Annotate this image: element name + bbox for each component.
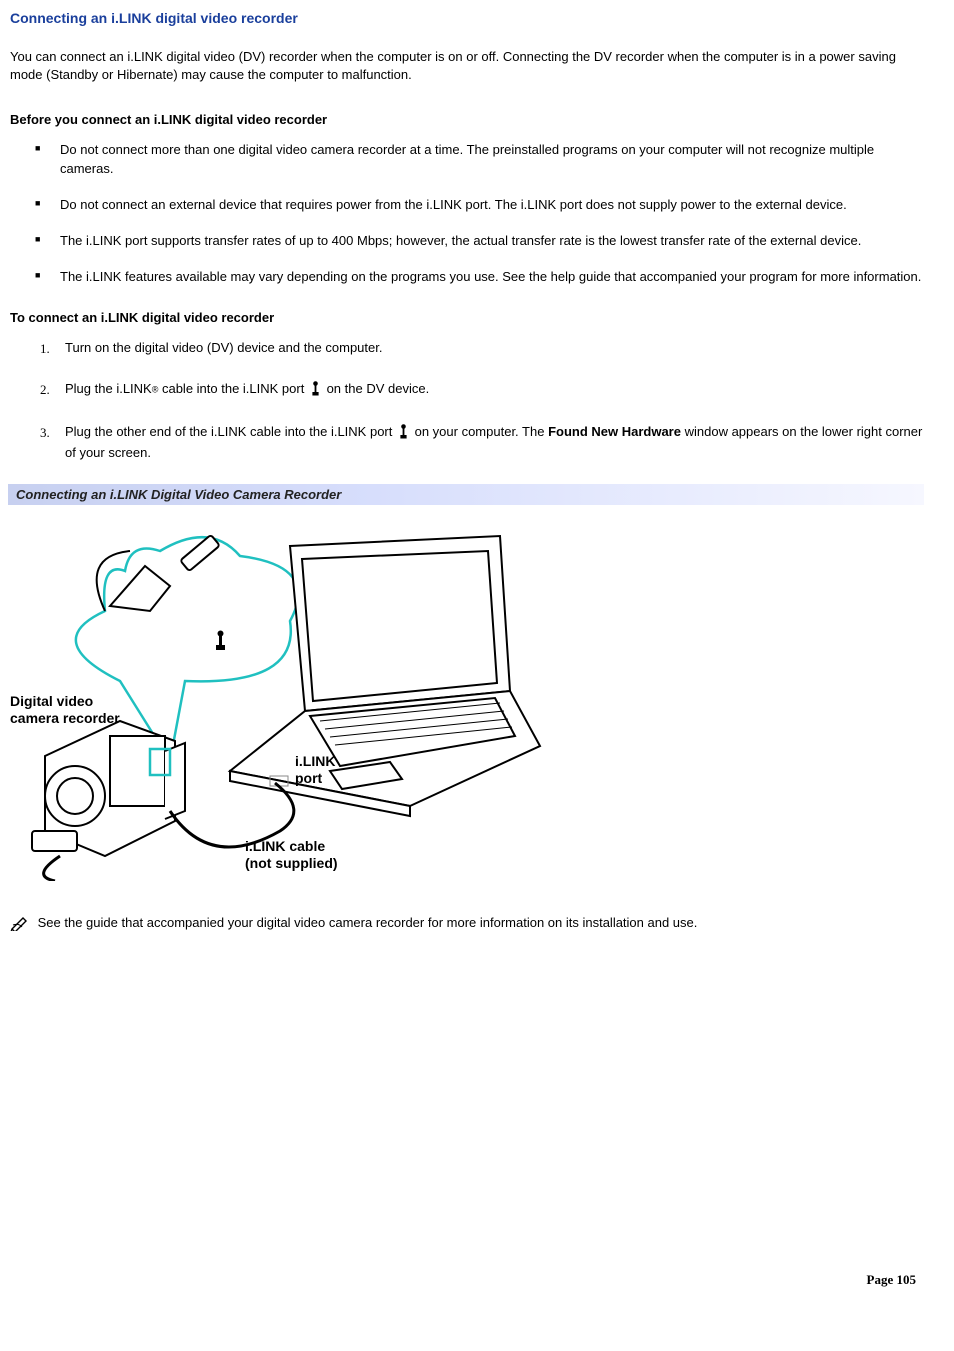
dv-camera-shape	[32, 721, 185, 856]
connect-heading: To connect an i.LINK digital video recor…	[10, 310, 924, 325]
dv-recorder-label-line1: Digital video	[10, 693, 93, 709]
found-new-hardware-label: Found New Hardware	[548, 424, 681, 439]
cable-label-line2: (not supplied)	[245, 855, 338, 871]
ilink-port-icon	[398, 424, 409, 444]
port-label-line1: i.LINK	[295, 753, 335, 769]
step-3-text-a: Plug the other end of the i.LINK cable i…	[65, 424, 396, 439]
step-2-text-a: Plug the i.LINK	[65, 381, 152, 396]
page-title: Connecting an i.LINK digital video recor…	[10, 10, 924, 26]
intro-paragraph: You can connect an i.LINK digital video …	[10, 48, 924, 84]
ilink-port-icon	[310, 381, 321, 401]
steps-list: Turn on the digital video (DV) device an…	[10, 339, 924, 462]
step-1: Turn on the digital video (DV) device an…	[10, 339, 924, 357]
connection-diagram: Digital video camera recorder i.LINK por…	[10, 511, 924, 884]
bullet-item: The i.LINK port supports transfer rates …	[10, 232, 924, 250]
page-number: Page 105	[867, 1272, 916, 1288]
port-label-line2: port	[295, 770, 323, 786]
before-heading: Before you connect an i.LINK digital vid…	[10, 112, 924, 127]
step-2-text-b: cable into the i.LINK port	[158, 381, 308, 396]
step-2-text-c: on the DV device.	[327, 381, 430, 396]
note-icon	[10, 915, 30, 936]
footer-note-text: See the guide that accompanied your digi…	[38, 915, 698, 930]
bullet-item: Do not connect more than one digital vid…	[10, 141, 924, 177]
step-3-text-b: on your computer. The	[415, 424, 548, 439]
cable-tail	[44, 856, 60, 881]
step-3: Plug the other end of the i.LINK cable i…	[10, 423, 924, 462]
footer-note: See the guide that accompanied your digi…	[10, 914, 924, 936]
bullet-item: The i.LINK features available may vary d…	[10, 268, 924, 286]
dv-recorder-label-line2: camera recorder	[10, 710, 120, 726]
before-bullet-list: Do not connect more than one digital vid…	[10, 141, 924, 286]
bullet-item: Do not connect an external device that r…	[10, 196, 924, 214]
cable-label-line1: i.LINK cable	[245, 838, 325, 854]
diagram-caption: Connecting an i.LINK Digital Video Camer…	[8, 484, 924, 505]
step-2: Plug the i.LINK® cable into the i.LINK p…	[10, 380, 924, 401]
